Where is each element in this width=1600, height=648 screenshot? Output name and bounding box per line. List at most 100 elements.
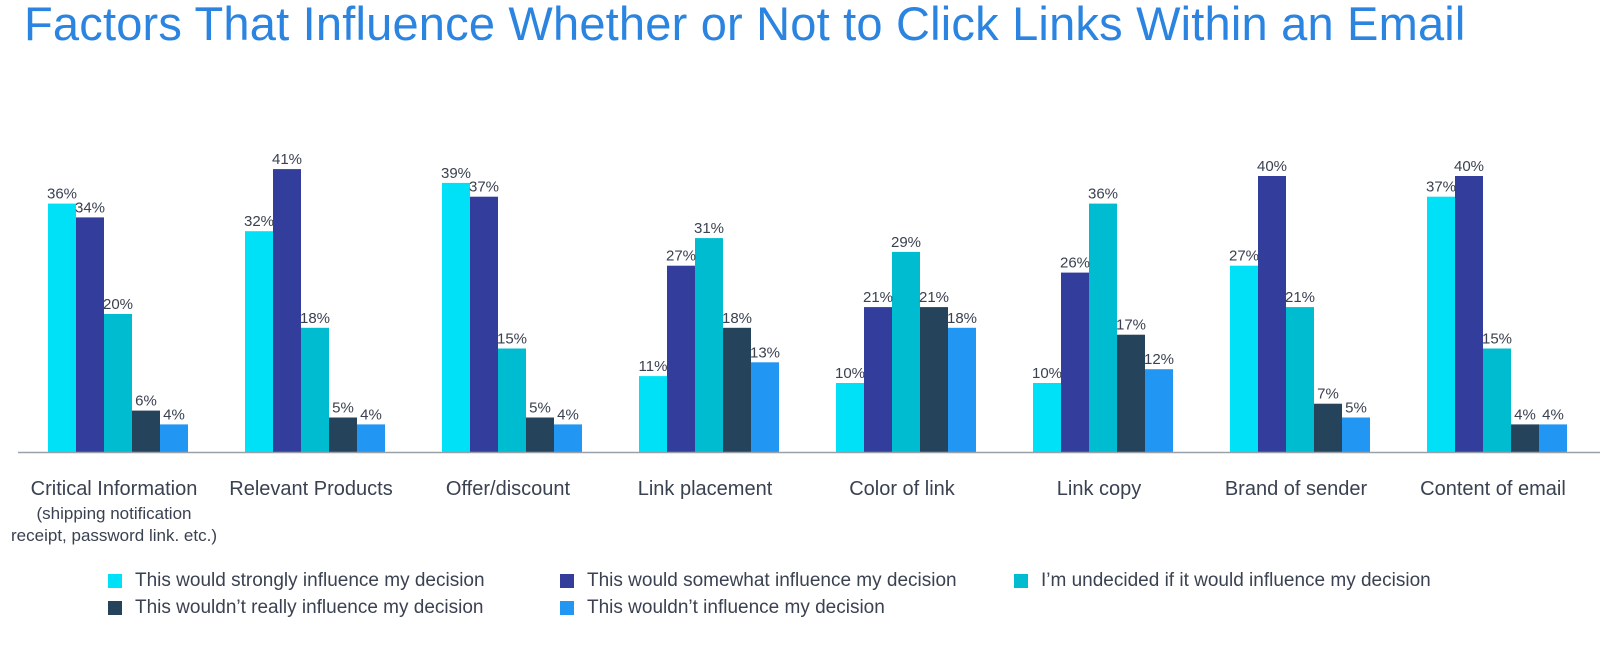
chart-title: Factors That Influence Whether or Not to… — [24, 0, 1466, 50]
category-label-4: Color of link — [849, 478, 956, 500]
bar-c1-s1 — [273, 169, 301, 452]
bar-c0-s3 — [132, 410, 160, 452]
category-label-0: Critical Information — [31, 478, 198, 500]
data-label-c0-s2: 20% — [103, 296, 133, 313]
data-label-c7-s2: 15% — [1482, 331, 1512, 348]
legend-label-0: This would strongly influence my decisio… — [135, 570, 485, 591]
bar-c0-s4 — [160, 424, 188, 452]
data-label-c6-s1: 40% — [1257, 158, 1287, 175]
legend-label-4: This wouldn’t influence my decision — [587, 597, 885, 618]
bar-c2-s4 — [554, 424, 582, 452]
bar-c3-s1 — [667, 265, 695, 452]
legend-item-0: This would strongly influence my decisio… — [108, 570, 485, 592]
bar-c1-s0 — [245, 231, 273, 452]
chart-plot: 36%34%20%6%4%32%41%18%5% 4%39%37%15%5% 4%1… — [11, 151, 1600, 545]
data-label-c4-s2: 29% — [891, 234, 921, 251]
data-label-c4-s3: 21% — [919, 289, 949, 306]
data-label-c4-s0: 10% — [835, 365, 865, 382]
category-sublabel-0-0: (shipping notification — [37, 504, 192, 523]
legend-swatch-1 — [560, 574, 574, 588]
category-label-7: Content of email — [1420, 478, 1566, 500]
legend-swatch-4 — [560, 601, 574, 615]
legend-label-1: This would somewhat influence my decisio… — [587, 570, 957, 591]
data-label-c3-s4: 13% — [750, 344, 780, 361]
bar-c3-s0 — [639, 376, 667, 452]
bar-c3-s4 — [751, 362, 779, 452]
legend-item-4: This wouldn’t influence my decision — [560, 597, 885, 619]
data-label-c6-s2: 21% — [1285, 289, 1315, 306]
bar-c2-s1 — [470, 196, 498, 452]
bar-c4-s0 — [836, 383, 864, 452]
bar-c6-s4 — [1342, 417, 1370, 452]
bar-c0-s1 — [76, 217, 104, 452]
bar-c4-s2 — [892, 251, 920, 452]
data-label-c3-s3: 18% — [722, 310, 752, 327]
bar-c4-s3 — [920, 307, 948, 452]
data-label-c2-s1: 37% — [469, 179, 499, 196]
bar-c6-s2 — [1286, 307, 1314, 452]
data-label-c7-s0: 37% — [1426, 179, 1456, 196]
bar-c4-s1 — [864, 307, 892, 452]
category-label-2: Offer/discount — [446, 478, 571, 500]
data-label-c0-s1: 34% — [75, 199, 105, 216]
bar-c1-s4 — [357, 424, 385, 452]
bar-c2-s0 — [442, 182, 470, 452]
data-label-c3-s2: 31% — [694, 220, 724, 237]
bar-c7-s1 — [1455, 176, 1483, 452]
category-sublabel-0-1: receipt, password link. etc.) — [11, 526, 217, 545]
bar-c2-s3 — [526, 417, 554, 452]
bar-c0-s0 — [48, 203, 76, 452]
bar-c6-s1 — [1258, 176, 1286, 452]
data-label-c1-s2: 18% — [300, 310, 330, 327]
bar-c7-s4 — [1539, 424, 1567, 452]
bar-c5-s3 — [1117, 334, 1145, 452]
bar-c0-s2 — [104, 314, 132, 452]
data-label-c5-s4: 12% — [1144, 351, 1174, 368]
data-label-c6-s3: 7% — [1317, 386, 1339, 403]
data-label-c5-s2: 36% — [1088, 186, 1118, 203]
data-label-c1-s3: 5% — [332, 400, 354, 417]
category-label-1: Relevant Products — [229, 478, 392, 500]
bar-c5-s4 — [1145, 369, 1173, 452]
data-label-c6-s0: 27% — [1229, 248, 1259, 265]
data-label-c5-s1: 26% — [1060, 255, 1090, 272]
data-label-c4-s1: 21% — [863, 289, 893, 306]
bar-c2-s2 — [498, 348, 526, 452]
data-label-c1-s0: 32% — [244, 213, 274, 230]
data-label-c0-s4: 4% — [163, 406, 185, 423]
data-label-c6-s4: 5% — [1345, 400, 1367, 417]
data-label-c4-s4: 18% — [947, 310, 977, 327]
bar-c3-s2 — [695, 238, 723, 452]
bar-c5-s2 — [1089, 203, 1117, 452]
bar-c1-s3 — [329, 417, 357, 452]
bar-c3-s3 — [723, 327, 751, 452]
data-label-c0-s3: 6% — [135, 393, 157, 410]
bar-c6-s0 — [1230, 265, 1258, 452]
data-label-c2-s2: 15% — [497, 331, 527, 348]
data-label-c7-s1: 40% — [1454, 158, 1484, 175]
data-label-c5-s0: 10% — [1032, 365, 1062, 382]
data-label-c2-s0: 39% — [441, 165, 471, 182]
data-label-c3-s0: 11% — [639, 358, 668, 375]
data-label-c1-s4: 4% — [360, 406, 382, 423]
data-label-c5-s3: 17% — [1116, 317, 1146, 334]
bar-c7-s3 — [1511, 424, 1539, 452]
bar-c4-s4 — [948, 327, 976, 452]
legend-item-3: This wouldn’t really influence my decisi… — [108, 597, 484, 619]
bar-c7-s2 — [1483, 348, 1511, 452]
bar-c5-s1 — [1061, 272, 1089, 452]
category-label-6: Brand of sender — [1225, 478, 1368, 500]
bar-c7-s0 — [1427, 196, 1455, 452]
data-label-c2-s3: 5% — [529, 400, 551, 417]
data-label-c7-s4: 4% — [1542, 406, 1564, 423]
category-label-5: Link copy — [1057, 478, 1142, 500]
legend-swatch-3 — [108, 601, 122, 615]
data-label-c0-s0: 36% — [47, 186, 77, 203]
legend-label-3: This wouldn’t really influence my decisi… — [135, 597, 484, 618]
bar-c6-s3 — [1314, 403, 1342, 452]
legend-item-2: I’m undecided if it would influence my d… — [1014, 570, 1431, 592]
data-label-c1-s1: 41% — [272, 151, 302, 168]
bar-c5-s0 — [1033, 383, 1061, 452]
data-label-c7-s3: 4% — [1514, 406, 1536, 423]
